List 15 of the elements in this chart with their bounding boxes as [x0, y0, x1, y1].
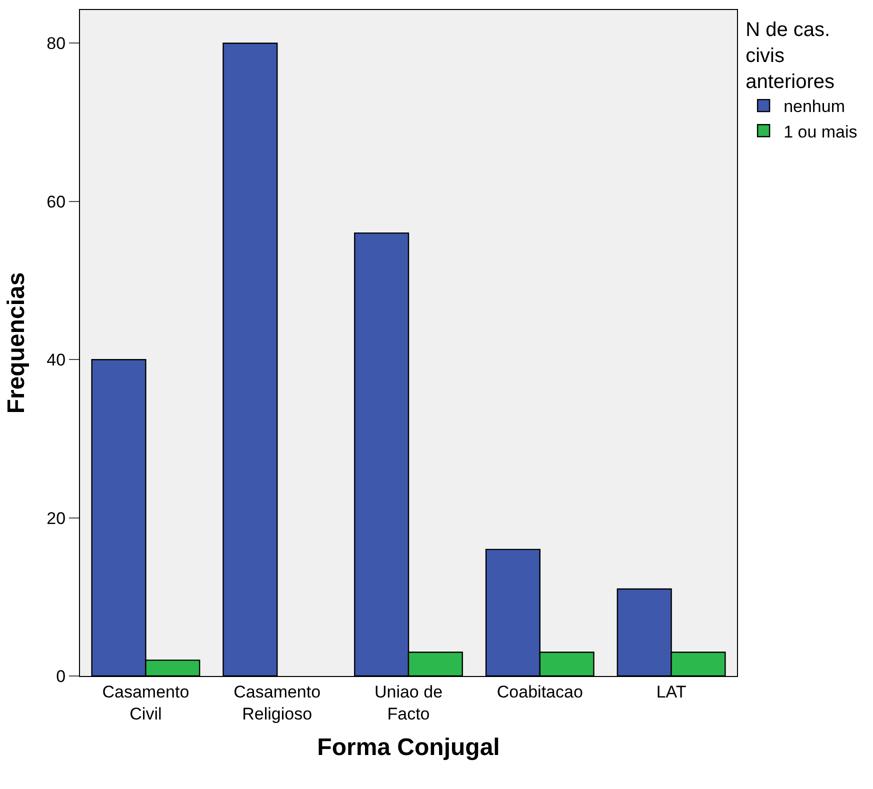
x-tick-label: LAT [656, 682, 686, 702]
y-axis-title: Frequencias [2, 272, 30, 414]
y-tick-label: 20 [46, 508, 66, 528]
x-tick-label: Casamento Civil [102, 682, 190, 724]
legend-label: 1 ou mais [784, 122, 858, 142]
x-tick-label: Coabitacao [496, 682, 583, 702]
legend-title: N de cas. civis anteriores [746, 19, 835, 93]
legend-label: nenhum [784, 97, 846, 116]
y-tick-label: 0 [56, 666, 66, 686]
x-tick-label: Casamento Religioso [234, 682, 321, 724]
y-tick-label: 60 [46, 192, 66, 212]
x-axis-title: Forma Conjugal [317, 734, 500, 761]
x-tick-label: Uniao de Facto [374, 682, 443, 724]
y-tick-label: 80 [46, 34, 66, 54]
y-tick-label: 40 [46, 350, 66, 370]
